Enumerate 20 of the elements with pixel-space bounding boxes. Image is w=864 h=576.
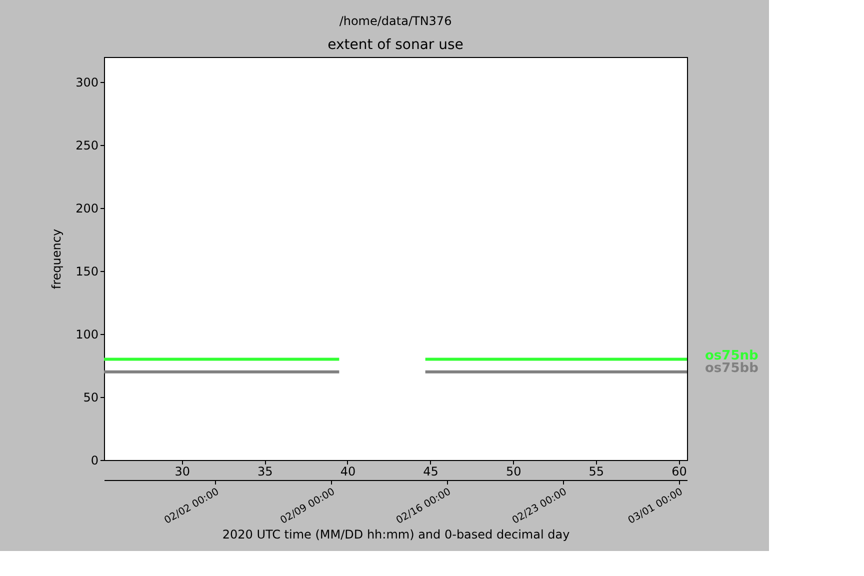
y-tick-label: 200 [76, 202, 98, 216]
y-tick-label: 300 [76, 76, 98, 90]
chart-subtitle: extent of sonar use [328, 37, 464, 53]
x-tick-label: 50 [506, 464, 522, 478]
x-tick-label: 45 [423, 464, 438, 478]
series-label: os75nb [705, 348, 758, 364]
series-label: os75bb [705, 360, 758, 376]
y-tick-label: 100 [76, 328, 98, 342]
x-tick-label: 30 [174, 464, 190, 478]
x-tick-label: 55 [588, 464, 604, 478]
x2-axis-title: 2020 UTC time (MM/DD hh:mm) and 0-based decimal day [222, 528, 570, 542]
y-axis-title: frequency [50, 228, 64, 290]
y-tick-label: 50 [83, 390, 98, 405]
x-tick-label: 40 [340, 464, 356, 478]
x-tick-label: 35 [258, 464, 273, 478]
y-tick-label: 0 [90, 454, 98, 468]
chart-title: /home/data/TN376 [339, 14, 452, 28]
y-tick-label: 250 [76, 138, 98, 153]
y-tick-label: 150 [76, 264, 98, 279]
x-tick-label: 60 [672, 464, 687, 478]
